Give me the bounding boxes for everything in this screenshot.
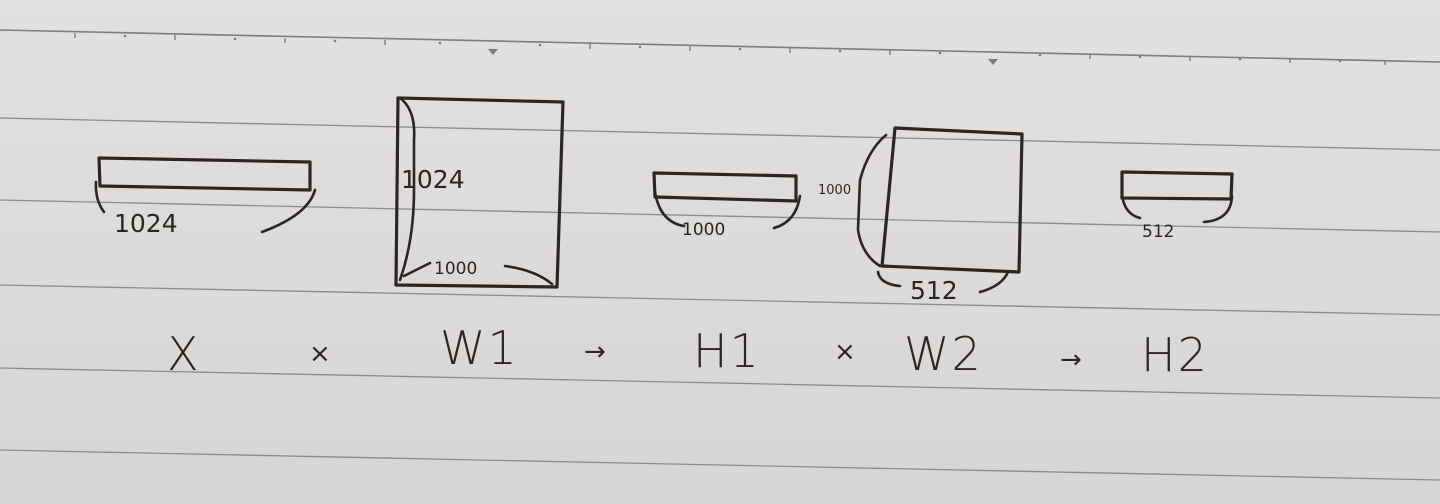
matrix-w2-brace-left: [856, 133, 888, 268]
matrix-h1-brace: [653, 190, 686, 228]
symbol-h1: H1: [693, 324, 761, 378]
dim-label-h2: 512: [1142, 222, 1174, 242]
dim-label-w1-rows: 1024: [401, 165, 465, 194]
matrix-h2-outline: [1120, 170, 1234, 201]
symbol-w2: W2: [904, 327, 983, 381]
dim-label-w2-rows: 1000: [818, 183, 851, 198]
matrix-h1-outline: [652, 171, 798, 203]
symbol-h2: H2: [1141, 328, 1209, 382]
matrix-w1-outline: [394, 96, 565, 289]
times-operator: ×: [834, 337, 856, 367]
matrix-x-brace: [94, 180, 106, 214]
matrix-x-outline: [97, 156, 312, 192]
times-operator: ×: [309, 339, 331, 369]
symbol-w1: W1: [440, 321, 519, 375]
matrix-w2-outline: [880, 126, 1024, 274]
matrix-w2-brace-bottom: [876, 270, 902, 288]
ruled-line: [0, 199, 1440, 233]
ruled-line: [0, 449, 1440, 481]
ruled-line: [0, 367, 1440, 399]
ruled-lines: [0, 29, 1440, 481]
ruled-line: [0, 284, 1440, 316]
symbol-x: X: [167, 327, 201, 381]
matrix-w2: 1000 512: [818, 126, 1024, 305]
matrix-h1: 1000: [652, 171, 802, 240]
matrix-h2-brace: [1120, 192, 1142, 220]
matrix-h2: 512: [1120, 170, 1234, 242]
arrow-operator: →: [584, 337, 606, 367]
dim-label-h1: 1000: [682, 220, 725, 240]
ruled-line: [0, 29, 1440, 63]
matrix-w1-brace-left: [398, 96, 416, 282]
matrix-w1: 1024 1000: [394, 96, 565, 289]
dim-label-w1-cols: 1000: [434, 259, 477, 279]
dim-label-x: 1024: [114, 209, 178, 238]
dim-label-w2-cols: 512: [910, 276, 958, 305]
matrix-x: 1024: [94, 156, 317, 238]
matrix-w1-brace-bottom: [402, 261, 432, 278]
ruled-line: [0, 117, 1440, 151]
arrow-operator: →: [1060, 345, 1082, 375]
